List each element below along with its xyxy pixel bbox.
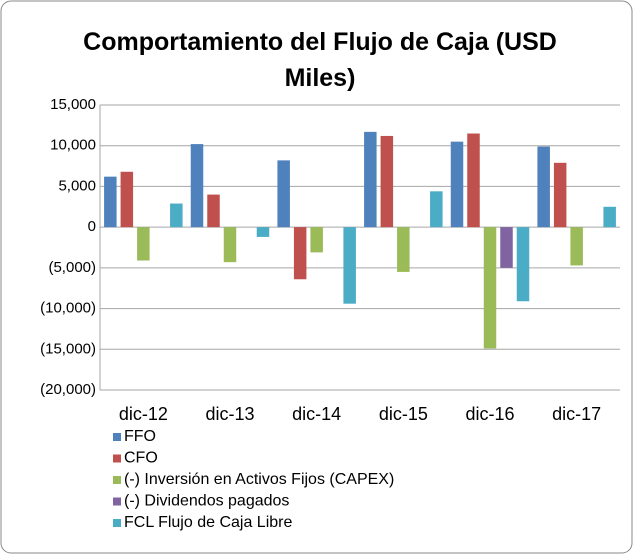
chart-title: Comportamiento del Flujo de Caja (USD Mi…: [83, 28, 557, 92]
x-tick-label: dic-17: [552, 404, 601, 424]
legend-label: FFO: [124, 428, 156, 445]
legend-label: CFO: [124, 450, 158, 467]
y-tick-label: 10,000: [50, 137, 96, 154]
y-tick-label: 5,000: [58, 177, 96, 194]
bar: [310, 227, 323, 253]
legend-swatch: [113, 433, 121, 441]
bar: [104, 176, 117, 228]
bar: [553, 162, 567, 228]
legend-swatch: [113, 476, 121, 484]
bar: [516, 227, 530, 302]
bar: [500, 227, 513, 268]
y-tick-label: (20,000): [40, 381, 96, 398]
y-tick-label: (5,000): [48, 259, 96, 276]
bar: [450, 141, 464, 228]
bar: [467, 133, 480, 228]
bar: [120, 171, 134, 228]
legend-swatch: [113, 519, 121, 527]
bar: [430, 191, 443, 228]
x-tick-label: dic-16: [465, 404, 514, 424]
bar: [207, 194, 220, 228]
bar: [603, 206, 616, 228]
y-tick-label: (10,000): [40, 300, 96, 317]
bar: [364, 131, 377, 228]
x-tick-label: dic-13: [205, 404, 254, 424]
bar: [170, 203, 183, 228]
bar: [223, 227, 237, 263]
x-tick-label: dic-15: [379, 404, 428, 424]
bar: [380, 135, 394, 228]
bar: [190, 144, 204, 228]
bar: [293, 227, 307, 280]
bar: [343, 227, 356, 304]
bar: [137, 227, 150, 261]
legend-label: (-) Inversión en Activos Fijos (CAPEX): [124, 471, 394, 488]
legend-swatch: [113, 497, 121, 506]
legend-label: (-) Dividendos pagados: [124, 493, 289, 510]
bar: [397, 227, 410, 272]
bar: [277, 160, 290, 228]
bar: [537, 146, 550, 228]
x-tick-label: dic-14: [292, 404, 341, 424]
legend-swatch: [113, 454, 121, 463]
y-tick-label: 0: [88, 218, 96, 235]
bar: [570, 227, 583, 266]
y-tick-label: 15,000: [50, 96, 96, 113]
legend-label: FCL Flujo de Caja Libre: [124, 514, 292, 531]
x-tick-label: dic-12: [119, 404, 168, 424]
bar: [256, 227, 270, 237]
bar: [483, 227, 497, 349]
y-tick-label: (15,000): [40, 340, 96, 357]
